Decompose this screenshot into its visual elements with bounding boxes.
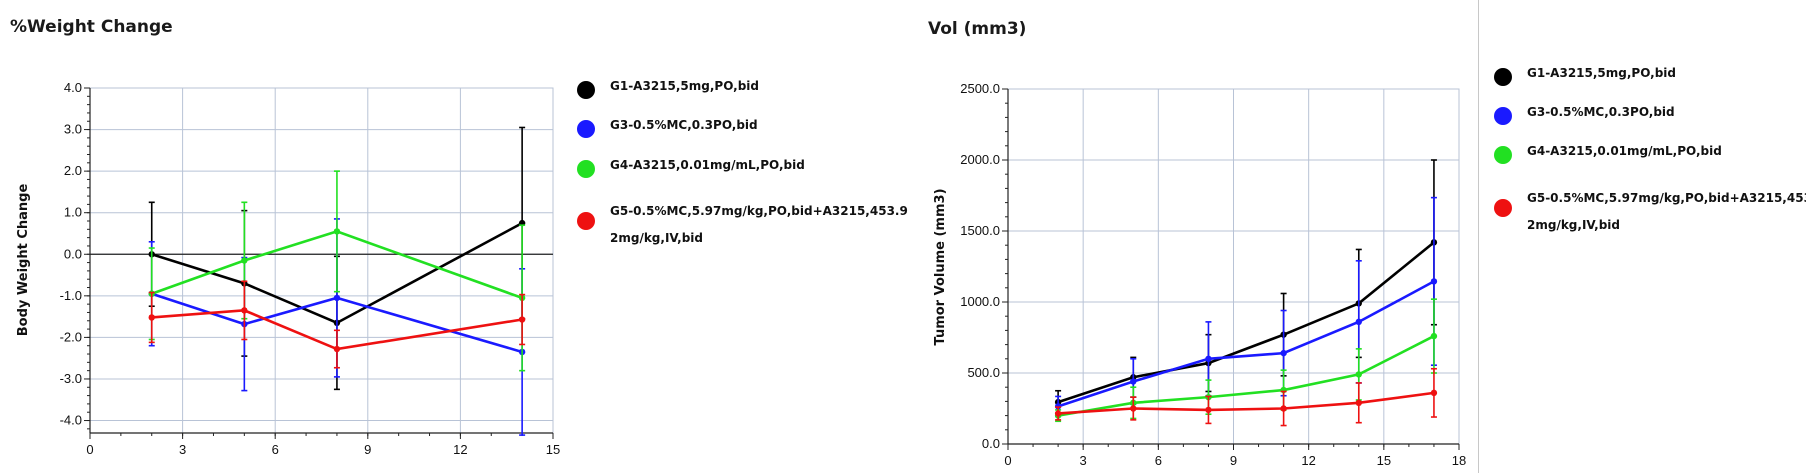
y-tick-label: -1.0 <box>60 288 82 303</box>
x-tick-label: 3 <box>1080 453 1087 468</box>
y-tick-label: 0.0 <box>64 246 82 261</box>
y-tick-label: 1000.0 <box>960 294 1000 309</box>
series-line <box>1057 241 1435 404</box>
series-line <box>151 309 523 351</box>
legend-marker <box>1494 107 1512 125</box>
volume-chart-title: Vol (mm3) <box>928 19 1027 39</box>
legend: G1-A3215,5mg,PO,bid G3-0.5%MC,0.3PO,bid G4… <box>1494 66 1806 232</box>
y-tick-label: 2000.0 <box>960 152 1000 167</box>
series-line <box>151 292 523 354</box>
data-point <box>333 345 341 353</box>
legend-label: G3-0.5%MC,0.3PO,bid <box>610 118 758 132</box>
data-point <box>1355 318 1362 326</box>
panel-divider <box>1478 0 1479 473</box>
series-line <box>151 221 523 325</box>
data-point <box>333 294 341 302</box>
x-tick-label: 3 <box>179 442 186 457</box>
series-4 <box>148 280 526 369</box>
y-tick-label: 500.0 <box>967 365 1000 380</box>
legend-marker <box>1494 199 1512 217</box>
series-4 <box>1054 367 1438 427</box>
y-tick-label: 3.0 <box>64 122 82 137</box>
chart-volume: 0 3 6 9 12 15 18 2500.0 2000.0 1500.0 1000.0 500.0 0… <box>933 66 1806 468</box>
weight-chart-title: %Weight Change <box>10 17 173 37</box>
y-tick-label: 1.0 <box>64 205 82 220</box>
legend-marker <box>1494 68 1512 86</box>
legend-marker <box>577 160 595 178</box>
legend-marker <box>577 212 595 230</box>
legend-label-line2: 2mg/kg,IV,bid <box>610 231 703 245</box>
data-point <box>1205 406 1212 414</box>
x-tick-label: 15 <box>1377 453 1391 468</box>
series-line <box>1057 334 1435 417</box>
data-point <box>1280 349 1287 357</box>
x-tick-label: 0 <box>1004 453 1011 468</box>
x-tick-label: 6 <box>1155 453 1162 468</box>
data-point <box>1430 389 1438 397</box>
x-tick-label: 18 <box>1452 453 1466 468</box>
legend-label: G4-A3215,0.01mg/mL,PO,bid <box>1527 144 1722 158</box>
data-point <box>1430 278 1438 285</box>
legend-marker <box>577 81 595 99</box>
legend-label: G5-0.5%MC,5.97mg/kg,PO,bid+A3215,453.9 <box>610 204 908 218</box>
y-tick-label: 4.0 <box>64 80 82 95</box>
chart-weight: 0 3 6 9 12 15 4.0 3.0 2.0 1.0 0.0 -1.0 -2.0 -3.0 -4.0 B… <box>16 79 908 457</box>
data-point <box>1355 371 1362 378</box>
series-line <box>1057 280 1435 408</box>
data-point <box>1430 332 1438 340</box>
data-point <box>1205 355 1212 362</box>
y-tick-label: -3.0 <box>60 371 82 386</box>
data-point <box>333 228 341 235</box>
legend-label-line2: 2mg/kg,IV,bid <box>1527 218 1620 232</box>
legend-label: G3-0.5%MC,0.3PO,bid <box>1527 105 1675 119</box>
y-tick-label: 1500.0 <box>960 223 1000 238</box>
y-tick-label: -4.0 <box>60 413 82 428</box>
y-axis-title: Body Weight Change <box>16 184 31 337</box>
legend-label: G1-A3215,5mg,PO,bid <box>610 79 759 93</box>
series-line <box>1058 391 1435 415</box>
x-tick-label: 12 <box>1301 453 1315 468</box>
y-tick-label: 2500.0 <box>960 81 1000 96</box>
data-point <box>518 316 526 323</box>
plot-area <box>89 87 554 434</box>
y-tick-label: 0.0 <box>982 436 1000 451</box>
legend-marker <box>577 120 595 138</box>
series-line <box>151 230 523 300</box>
y-tick-label: -2.0 <box>60 329 82 344</box>
data-point <box>241 257 248 264</box>
x-tick-label: 12 <box>453 442 467 457</box>
y-tick-label: 2.0 <box>64 163 82 178</box>
data-point <box>1054 410 1062 417</box>
data-point <box>1280 405 1287 412</box>
legend-label: G5-0.5%MC,5.97mg/kg,PO,bid+A3215,453.9 <box>1527 191 1806 205</box>
legend: G1-A3215,5mg,PO,bid G3-0.5%MC,0.3PO,bid G4… <box>577 79 908 245</box>
data-point <box>1130 378 1137 385</box>
legend-label: G1-A3215,5mg,PO,bid <box>1527 66 1676 80</box>
x-tick-label: 0 <box>86 442 93 457</box>
legend-label: G4-A3215,0.01mg/mL,PO,bid <box>610 158 805 172</box>
data-point <box>1130 405 1137 412</box>
data-point <box>241 307 248 314</box>
x-tick-label: 15 <box>546 442 560 457</box>
x-tick-label: 9 <box>364 442 371 457</box>
data-point <box>1355 399 1362 407</box>
legend-marker <box>1494 146 1512 164</box>
x-tick-label: 9 <box>1230 453 1237 468</box>
y-axis-title: Tumor Volume (mm3) <box>933 188 948 345</box>
data-point <box>148 314 155 321</box>
x-tick-label: 6 <box>272 442 279 457</box>
